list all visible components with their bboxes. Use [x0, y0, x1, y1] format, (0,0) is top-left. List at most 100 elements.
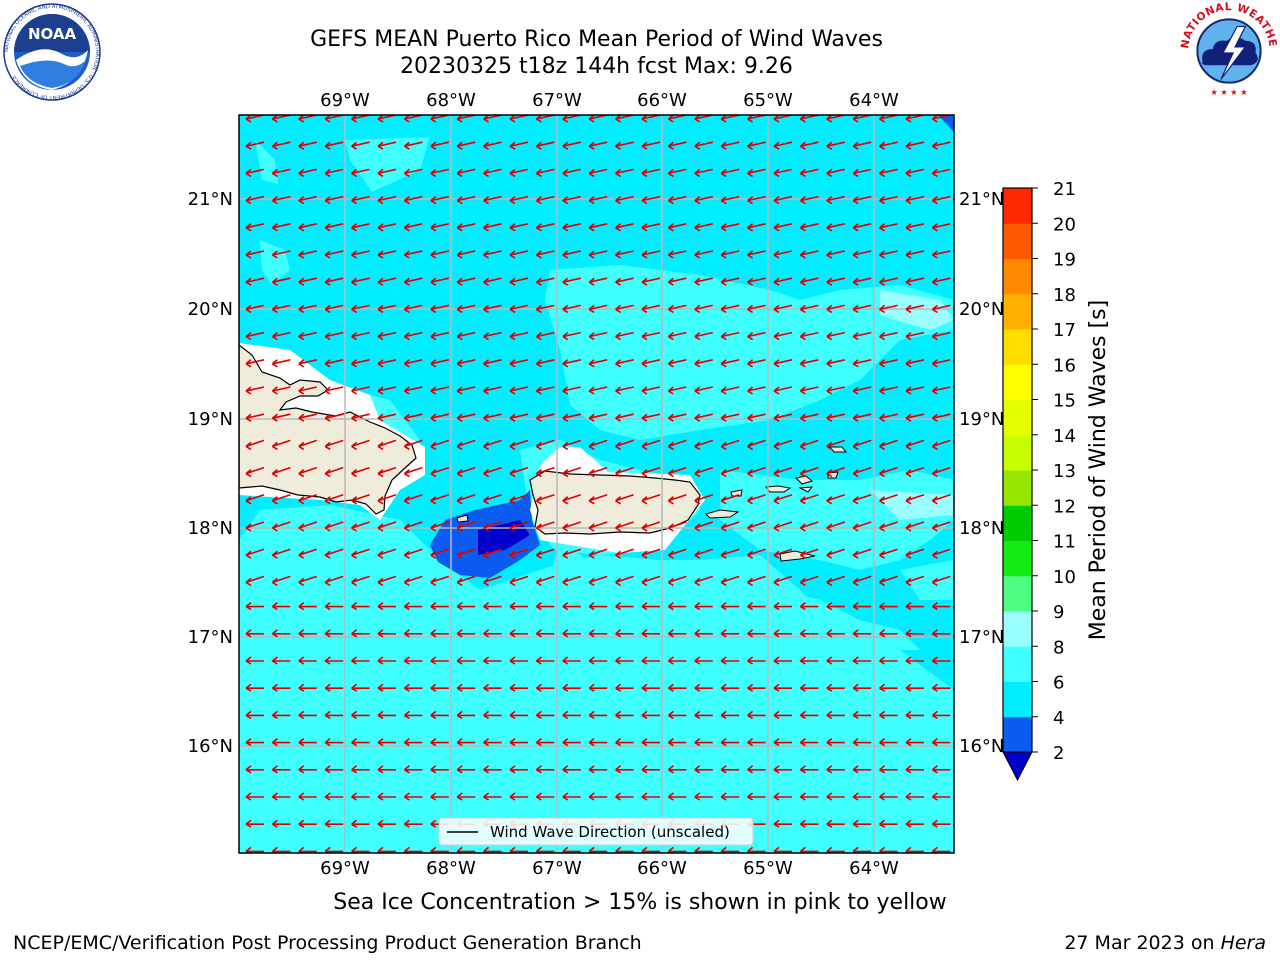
wave-direction-arrow [351, 629, 370, 638]
graticule [239, 115, 954, 853]
wave-direction-arrow [720, 304, 740, 314]
wave-direction-arrow [852, 683, 872, 692]
wave-direction-arrow [905, 439, 925, 451]
wave-direction-arrow [667, 629, 687, 638]
colorbar-tick-label: 9 [1053, 602, 1064, 623]
wave-direction-arrow [377, 792, 396, 801]
map-frame [238, 114, 955, 854]
wave-direction-arrow [509, 601, 528, 611]
wave-direction-arrow [931, 359, 951, 368]
wave-direction-arrow [694, 359, 713, 368]
wave-direction-arrow [905, 819, 924, 828]
wave-direction-arrow [298, 737, 317, 747]
colorbar-tick-label: 13 [1053, 461, 1076, 482]
wave-direction-arrow [483, 629, 502, 638]
wave-direction-arrow [562, 656, 581, 665]
wave-direction-arrow [694, 656, 713, 665]
wave-direction-arrow [403, 359, 423, 368]
wave-direction-arrow [271, 737, 291, 747]
hispaniola-land [239, 344, 417, 515]
wave-direction-arrow [535, 737, 555, 747]
wave-direction-arrow [403, 792, 423, 801]
wave-direction-arrow [615, 195, 634, 205]
wave-direction-arrow [826, 710, 845, 720]
wave-direction-arrow [271, 521, 291, 532]
wave-direction-arrow [456, 223, 476, 232]
wave-direction-arrow [773, 494, 793, 505]
wave-direction-arrow [377, 277, 397, 286]
wave-direction-arrow [509, 710, 528, 720]
wave-direction-arrow [588, 494, 608, 505]
wave-direction-arrow [483, 710, 502, 720]
wave-direction-arrow [667, 521, 687, 532]
wave-direction-arrow [535, 413, 555, 422]
wave-direction-arrow [456, 168, 476, 178]
wave-direction-arrow [773, 601, 792, 611]
wave-direction-arrow [588, 331, 608, 341]
wave-direction-arrow [720, 683, 740, 692]
noaa-logo: NOAA NATIONAL OCEANIC AND ATMOSPHERIC AD… [3, 3, 101, 101]
wave-direction-arrow [562, 439, 582, 451]
wave-direction-arrow [351, 359, 370, 368]
wave-direction-arrow [430, 656, 449, 665]
wave-direction-arrow [403, 304, 423, 314]
colorbar-tick-label: 18 [1053, 285, 1076, 306]
wave-direction-arrow [588, 629, 608, 638]
wave-direction-arrow [747, 223, 766, 232]
wave-direction-arrow [456, 439, 476, 451]
wave-direction-arrow [377, 223, 397, 232]
wave-direction-arrow [931, 386, 951, 395]
wave-direction-arrow [931, 304, 951, 314]
wave-direction-arrow [615, 359, 634, 368]
wave-direction-arrow [245, 629, 264, 638]
wave-direction-arrow [351, 304, 370, 314]
wave-direction-arrow [773, 250, 793, 259]
wave-direction-arrow [456, 195, 476, 205]
wave-direction-arrow [799, 386, 819, 395]
wave-direction-arrow [852, 413, 872, 422]
wave-direction-arrow [879, 141, 898, 150]
wave-direction-arrow [641, 439, 661, 451]
wave-direction-arrow [509, 575, 529, 587]
wave-direction-arrow [324, 683, 344, 692]
wave-direction-arrow [403, 331, 423, 341]
wave-direction-arrow [271, 413, 291, 422]
wave-direction-arrow [245, 466, 265, 478]
wave-direction-arrow [799, 223, 819, 232]
wave-direction-arrow [245, 413, 265, 422]
wave-direction-arrow [430, 168, 449, 178]
credit-text: NCEP/EMC/Verification Post Processing Pr… [13, 932, 642, 954]
wave-direction-arrow [826, 359, 845, 368]
wave-direction-arrow [430, 359, 449, 368]
wave-direction-arrow [351, 683, 370, 692]
wave-direction-arrow [799, 710, 819, 720]
wave-direction-arrow [694, 277, 713, 286]
wave-direction-arrow [298, 656, 317, 665]
wave-direction-arrow [747, 548, 766, 559]
wave-direction-arrow [799, 413, 819, 422]
wave-direction-arrow [694, 413, 713, 422]
wave-direction-arrow [483, 521, 502, 532]
wave-direction-arrow [377, 359, 397, 368]
wave-direction-arrow [879, 331, 898, 341]
wave-direction-arrow [667, 223, 687, 232]
wave-direction-arrow [641, 331, 661, 341]
wave-direction-arrow [245, 765, 264, 774]
noaa-logo-text: NOAA [28, 25, 77, 43]
lat-label-left: 21°N [188, 189, 233, 210]
lon-label-top: 64°W [849, 90, 899, 111]
wave-direction-arrow [694, 331, 713, 341]
wave-direction-arrow [615, 304, 634, 314]
wave-direction-arrow [720, 141, 740, 150]
wave-direction-arrow [324, 359, 344, 368]
wave-direction-arrow [483, 439, 502, 451]
wave-direction-arrow [720, 223, 740, 232]
wave-direction-arrow [324, 331, 344, 341]
wave-direction-arrow [826, 575, 846, 587]
colorbar-tick-label: 15 [1053, 391, 1076, 412]
wave-direction-arrow [509, 413, 529, 422]
wave-direction-arrow [324, 792, 344, 801]
wave-direction-arrow [641, 601, 660, 611]
wave-direction-arrow [720, 710, 740, 720]
wave-direction-arrow [509, 765, 528, 774]
